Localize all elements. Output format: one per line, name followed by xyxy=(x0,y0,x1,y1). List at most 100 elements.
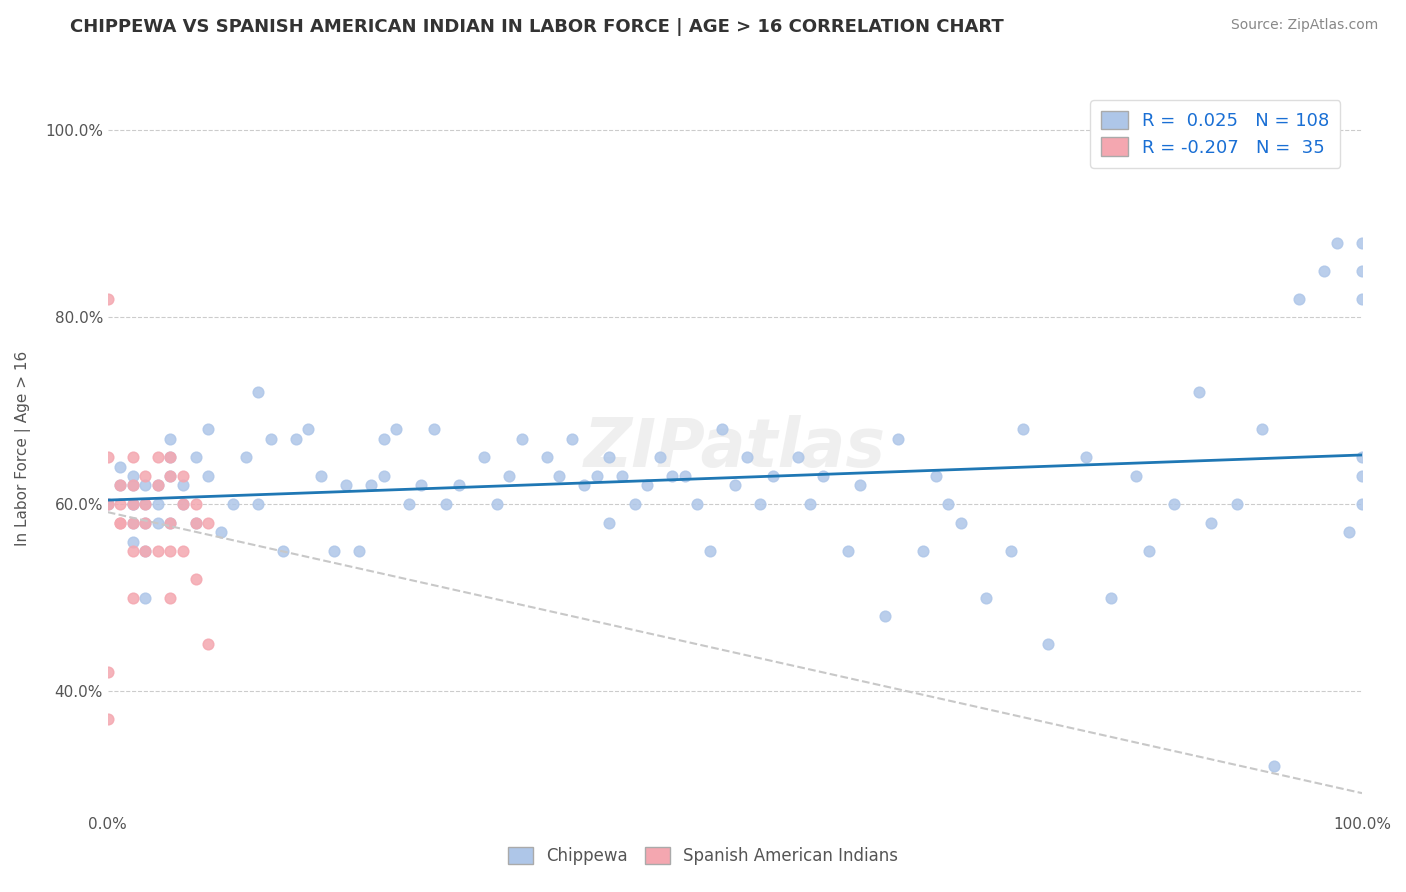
Point xyxy=(146,516,169,530)
Point xyxy=(260,432,283,446)
Point xyxy=(373,432,395,446)
Text: ZIPatlas: ZIPatlas xyxy=(583,415,886,481)
Point xyxy=(623,497,645,511)
Point xyxy=(121,497,143,511)
Point xyxy=(1351,497,1374,511)
Point xyxy=(1012,422,1035,436)
Point xyxy=(184,572,207,586)
Point xyxy=(184,497,207,511)
Point xyxy=(121,497,143,511)
Point xyxy=(1137,544,1160,558)
Point xyxy=(110,497,132,511)
Point xyxy=(1000,544,1022,558)
Point xyxy=(699,544,721,558)
Point xyxy=(1099,591,1122,605)
Point xyxy=(159,450,181,465)
Point xyxy=(247,497,270,511)
Point xyxy=(686,497,709,511)
Point xyxy=(134,544,156,558)
Point xyxy=(134,497,156,511)
Point xyxy=(197,469,219,483)
Point xyxy=(385,422,408,436)
Point xyxy=(1339,525,1361,540)
Point xyxy=(949,516,972,530)
Point xyxy=(536,450,558,465)
Point xyxy=(134,469,156,483)
Text: CHIPPEWA VS SPANISH AMERICAN INDIAN IN LABOR FORCE | AGE > 16 CORRELATION CHART: CHIPPEWA VS SPANISH AMERICAN INDIAN IN L… xyxy=(70,18,1004,36)
Point xyxy=(447,478,470,492)
Point xyxy=(1351,450,1374,465)
Point xyxy=(1313,263,1336,277)
Point xyxy=(159,516,181,530)
Point xyxy=(1250,422,1272,436)
Point xyxy=(799,497,821,511)
Point xyxy=(1074,450,1097,465)
Point xyxy=(849,478,872,492)
Point xyxy=(146,450,169,465)
Point xyxy=(661,469,683,483)
Point xyxy=(159,516,181,530)
Point xyxy=(485,497,508,511)
Point xyxy=(636,478,658,492)
Point xyxy=(184,516,207,530)
Point xyxy=(1351,263,1374,277)
Point xyxy=(875,609,897,624)
Text: Source: ZipAtlas.com: Source: ZipAtlas.com xyxy=(1230,18,1378,32)
Point xyxy=(1225,497,1247,511)
Point xyxy=(273,544,295,558)
Point xyxy=(97,450,120,465)
Point xyxy=(749,497,772,511)
Point xyxy=(97,292,120,306)
Point xyxy=(1163,497,1185,511)
Point xyxy=(97,712,120,726)
Point xyxy=(811,469,834,483)
Point xyxy=(737,450,759,465)
Legend: Chippewa, Spanish American Indians: Chippewa, Spanish American Indians xyxy=(502,840,904,872)
Point xyxy=(498,469,520,483)
Point xyxy=(197,637,219,651)
Point xyxy=(911,544,934,558)
Point xyxy=(110,478,132,492)
Point xyxy=(121,516,143,530)
Point xyxy=(97,497,120,511)
Point xyxy=(159,469,181,483)
Point xyxy=(209,525,232,540)
Point xyxy=(322,544,344,558)
Point xyxy=(197,422,219,436)
Point xyxy=(146,478,169,492)
Point xyxy=(172,469,194,483)
Point xyxy=(134,478,156,492)
Point xyxy=(574,478,596,492)
Point xyxy=(247,385,270,400)
Point xyxy=(598,516,620,530)
Point xyxy=(159,591,181,605)
Point xyxy=(184,450,207,465)
Point xyxy=(360,478,382,492)
Point xyxy=(172,478,194,492)
Point xyxy=(159,432,181,446)
Point xyxy=(887,432,910,446)
Point xyxy=(172,544,194,558)
Point xyxy=(423,422,446,436)
Point xyxy=(561,432,583,446)
Point xyxy=(121,478,143,492)
Point xyxy=(197,516,219,530)
Point xyxy=(673,469,696,483)
Point xyxy=(510,432,533,446)
Point xyxy=(134,516,156,530)
Point xyxy=(1263,759,1285,773)
Point xyxy=(1351,235,1374,250)
Point xyxy=(146,497,169,511)
Point xyxy=(121,497,143,511)
Point xyxy=(146,478,169,492)
Point xyxy=(837,544,859,558)
Point xyxy=(761,469,783,483)
Point xyxy=(1201,516,1223,530)
Point xyxy=(1351,292,1374,306)
Point xyxy=(110,478,132,492)
Point xyxy=(586,469,609,483)
Point xyxy=(134,544,156,558)
Point xyxy=(974,591,997,605)
Point xyxy=(472,450,495,465)
Point xyxy=(1188,385,1211,400)
